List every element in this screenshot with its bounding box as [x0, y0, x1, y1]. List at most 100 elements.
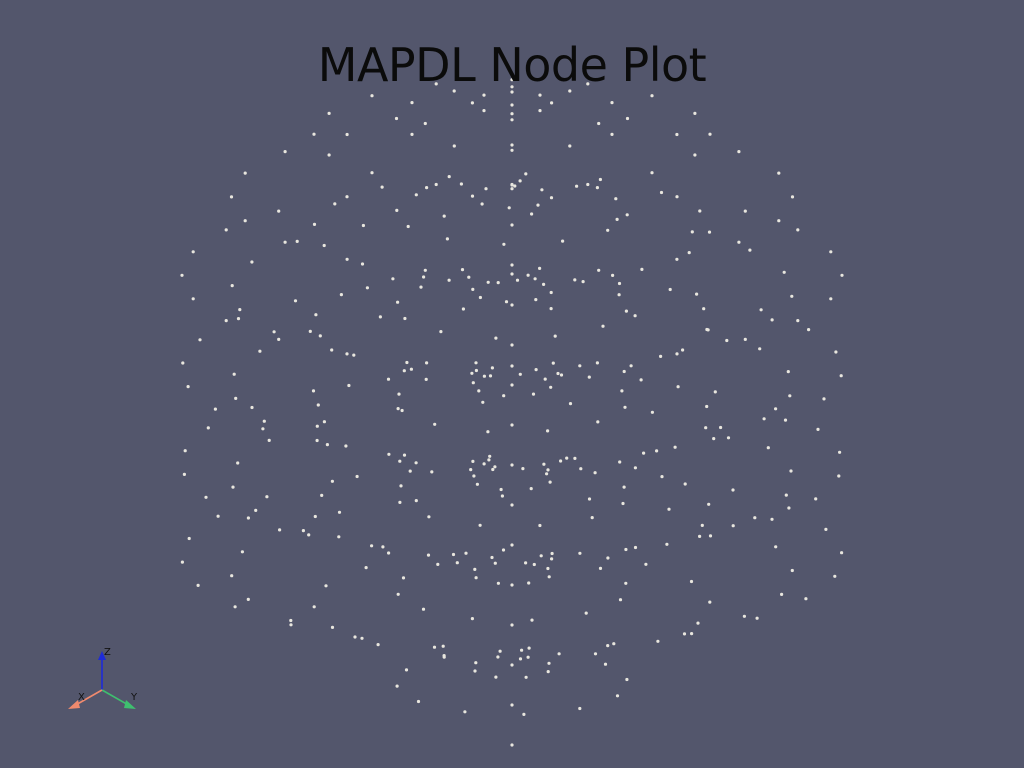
- node-point: [254, 509, 257, 512]
- node-point: [510, 149, 513, 152]
- node-point: [278, 528, 281, 531]
- node-point: [675, 258, 678, 261]
- node-point: [704, 426, 707, 429]
- node-point: [500, 488, 503, 491]
- node-point: [439, 330, 442, 333]
- node-point: [490, 556, 493, 559]
- node-point: [183, 473, 186, 476]
- node-point: [483, 375, 486, 378]
- node-point: [407, 225, 410, 228]
- node-point: [486, 430, 489, 433]
- node-point: [660, 191, 663, 194]
- node-point: [840, 274, 843, 277]
- node-point: [331, 480, 334, 483]
- node-point: [510, 223, 513, 226]
- node-point: [791, 569, 794, 572]
- node-point: [556, 372, 559, 375]
- node-point: [824, 528, 827, 531]
- node-point: [774, 407, 777, 410]
- node-point: [296, 240, 299, 243]
- node-point: [494, 676, 497, 679]
- node-point: [483, 462, 486, 465]
- node-point: [675, 195, 678, 198]
- node-point: [415, 461, 418, 464]
- node-point: [530, 212, 533, 215]
- node-point: [621, 502, 624, 505]
- node-point: [347, 384, 350, 387]
- node-point: [737, 241, 740, 244]
- node-point: [625, 310, 628, 313]
- node-point: [579, 467, 582, 470]
- node-point: [225, 228, 228, 231]
- node-point: [415, 193, 418, 196]
- node-point: [677, 385, 680, 388]
- node-point: [427, 515, 430, 518]
- node-point: [381, 186, 384, 189]
- node-point: [316, 425, 319, 428]
- node-point: [538, 524, 541, 527]
- node-point: [708, 601, 711, 604]
- node-point: [482, 109, 485, 112]
- node-point: [241, 550, 244, 553]
- node-point: [774, 545, 777, 548]
- node-point: [323, 244, 326, 247]
- node-point: [403, 317, 406, 320]
- node-point: [328, 153, 331, 156]
- node-point: [596, 186, 599, 189]
- node-point: [244, 219, 247, 222]
- node-point: [623, 406, 626, 409]
- node-point: [472, 381, 475, 384]
- node-point: [471, 460, 474, 463]
- node-point: [231, 486, 234, 489]
- node-point: [362, 224, 365, 227]
- node-point: [471, 195, 474, 198]
- node-point: [493, 465, 496, 468]
- node-point: [542, 463, 545, 466]
- node-point: [618, 282, 621, 285]
- node-point: [370, 171, 373, 174]
- node-point: [548, 575, 551, 578]
- node-point: [540, 554, 543, 557]
- node-point: [361, 262, 364, 265]
- node-point: [422, 275, 425, 278]
- node-point: [435, 183, 438, 186]
- node-point: [743, 615, 746, 618]
- node-point: [433, 646, 436, 649]
- x-axis-label: X: [78, 692, 85, 703]
- node-point: [427, 554, 430, 557]
- node-point: [238, 308, 241, 311]
- node-point: [586, 82, 589, 85]
- node-point: [520, 649, 523, 652]
- node-point: [366, 286, 369, 289]
- node-point: [510, 272, 513, 275]
- node-point: [502, 394, 505, 397]
- node-point: [273, 330, 276, 333]
- node-point: [410, 133, 413, 136]
- node-point: [623, 370, 626, 373]
- node-point: [787, 370, 790, 373]
- node-point: [834, 350, 837, 353]
- node-point: [527, 274, 530, 277]
- node-point: [237, 317, 240, 320]
- node-point: [542, 283, 545, 286]
- node-point: [398, 501, 401, 504]
- node-point: [777, 172, 780, 175]
- node-point: [356, 475, 359, 478]
- node-point: [684, 482, 687, 485]
- node-point: [197, 584, 200, 587]
- node-point: [397, 407, 400, 410]
- node-point: [732, 524, 735, 527]
- node-point: [381, 545, 384, 548]
- node-point: [533, 563, 536, 566]
- node-point: [436, 563, 439, 566]
- node-point: [419, 286, 422, 289]
- node-point: [510, 364, 513, 367]
- node-point: [261, 427, 264, 430]
- node-point: [705, 328, 708, 331]
- node-point: [601, 325, 604, 328]
- node-point: [714, 390, 717, 393]
- node-point: [623, 486, 626, 489]
- node-point: [611, 274, 614, 277]
